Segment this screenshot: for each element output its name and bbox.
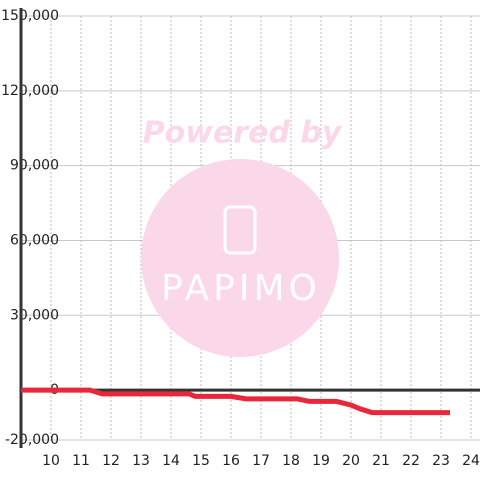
x-tick-label: 17 bbox=[252, 453, 270, 469]
watermark-circle bbox=[141, 159, 339, 357]
x-tick-label: 15 bbox=[192, 453, 210, 469]
watermark-logo: PAPIMO bbox=[161, 268, 321, 309]
x-tick-label: 11 bbox=[72, 453, 90, 469]
x-tick-label: 24 bbox=[462, 453, 480, 469]
y-tick-label: 60,000 bbox=[10, 232, 59, 248]
y-tick-label: 150,000 bbox=[1, 8, 59, 24]
x-tick-label: 23 bbox=[432, 453, 450, 469]
series-line bbox=[21, 387, 450, 416]
y-tick-label: -20,000 bbox=[5, 432, 59, 448]
y-tick-label: 90,000 bbox=[10, 158, 59, 174]
x-tick-label: 18 bbox=[282, 453, 300, 469]
x-tick-label: 16 bbox=[222, 453, 240, 469]
x-tick-label: 22 bbox=[402, 453, 420, 469]
x-tick-label: 10 bbox=[42, 453, 60, 469]
plot: -20,000030,00060,00090,000120,000150,000… bbox=[1, 8, 480, 469]
x-tick-label: 21 bbox=[372, 453, 390, 469]
x-tick-label: 19 bbox=[312, 453, 330, 469]
x-tick-label: 12 bbox=[102, 453, 120, 469]
watermark-text: Powered by bbox=[143, 116, 343, 151]
y-tick-label: 120,000 bbox=[1, 83, 59, 99]
y-tick-label: 30,000 bbox=[10, 307, 59, 323]
x-tick-label: 20 bbox=[342, 453, 360, 469]
x-tick-label: 14 bbox=[162, 453, 180, 469]
x-tick-label: 13 bbox=[132, 453, 150, 469]
watermark-phone bbox=[223, 205, 257, 255]
